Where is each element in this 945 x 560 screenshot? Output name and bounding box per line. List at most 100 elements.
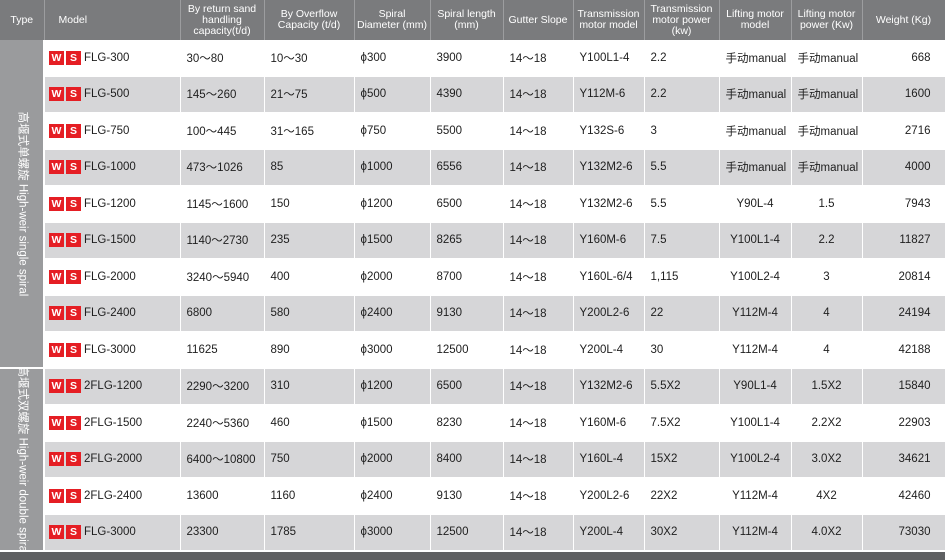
cell-overflow: 890 [264,331,355,369]
model-name: FLG-1000 [84,161,136,174]
model-name: 2FLG-2400 [84,489,143,502]
cell-lift-model: 手动manual [719,40,792,77]
logo-w: W [49,452,64,467]
cell-slope: 14～18 [503,112,574,150]
header-trans-model: Transmission motor model [573,0,645,40]
cell-weight: 11827 [862,222,945,259]
cell-lift-model: Y112M-4 [719,295,792,332]
model-cell: W S 2FLG-1200 [44,368,181,405]
cell-trans-model: Y132M2-6 [573,149,645,186]
model-name: FLG-3000 [84,526,136,539]
header-weight: Weight (Kg) [862,0,945,40]
cell-weight: 2716 [862,112,945,150]
table-row: W S FLG-3000 11625 890 ϕ3000 12500 14～18 Y200L-4… [0,331,945,369]
logo-s: S [66,342,81,357]
cell-capacity: 100～445 [180,112,265,150]
cell-trans-model: Y200L-4 [573,331,645,369]
logo-w: W [49,415,64,430]
logo-s: S [66,306,81,321]
cell-trans-model: Y100L1-4 [573,40,645,77]
cell-slope: 14～18 [503,368,574,405]
table-row: 高堰式双螺旋 High-weir double spiral W S 2FLG-120… [0,367,945,551]
cell-diameter: ϕ2000 [354,258,431,296]
cell-lift-power: 手动manual [791,40,863,77]
cell-capacity: 2290～3200 [180,368,265,405]
cell-weight: 24194 [862,295,945,332]
model-name: 2FLG-2000 [84,453,143,466]
cell-overflow: 310 [264,368,355,405]
cell-lift-power: 1.5 [791,185,863,223]
cell-overflow: 235 [264,222,355,259]
cell-length: 5500 [430,112,504,150]
cell-weight: 22903 [862,404,945,442]
header-model: Model [44,0,181,40]
cell-length: 9130 [430,295,504,332]
cell-trans-power: 1,115 [644,258,720,296]
cell-slope: 14～18 [503,295,574,332]
table-row: W S 2FLG-2000 6400～10800 750 ϕ2000 8400 14～18 Y1… [0,441,945,478]
cell-trans-model: Y160L-6/4 [573,258,645,296]
cell-capacity: 6400～10800 [180,441,265,478]
cell-lift-model: Y100L2-4 [719,258,792,296]
logo-w: W [49,87,64,102]
model-name: FLG-1500 [84,234,136,247]
cell-lift-power: 4 [791,295,863,332]
logo-w: W [49,488,64,503]
cell-lift-power: 手动manual [791,112,863,150]
table-row: W S FLG-1000 473～1026 85 ϕ1000 6556 14～18 Y132M2… [0,149,945,186]
cell-slope: 14～18 [503,514,574,551]
cell-trans-power: 30X2 [644,514,720,551]
cell-slope: 14～18 [503,76,574,113]
cell-lift-power: 3.0X2 [791,441,863,478]
cell-length: 8400 [430,441,504,478]
table-row: W S FLG-500 145～260 21～75 ϕ500 4390 14～18 Y112M-… [0,76,945,113]
cell-weight: 7943 [862,185,945,223]
cell-slope: 14～18 [503,149,574,186]
cell-trans-power: 30 [644,331,720,369]
cell-trans-power: 2.2 [644,40,720,77]
model-name: FLG-500 [84,88,130,101]
model-name: FLG-3000 [84,343,136,356]
cell-slope: 14～18 [503,40,574,77]
cell-weight: 42460 [862,477,945,515]
cell-diameter: ϕ1500 [354,222,431,259]
cell-lift-model: Y100L2-4 [719,441,792,478]
cell-capacity: 473～1026 [180,149,265,186]
cell-overflow: 85 [264,149,355,186]
cell-diameter: ϕ750 [354,112,431,150]
cell-trans-model: Y112M-6 [573,76,645,113]
cell-slope: 14～18 [503,404,574,442]
cell-length: 8265 [430,222,504,259]
cell-lift-power: 1.5X2 [791,368,863,405]
logo-s: S [66,50,81,65]
cell-diameter: ϕ2000 [354,441,431,478]
cell-diameter: ϕ1200 [354,185,431,223]
cell-trans-model: Y132S-6 [573,112,645,150]
cell-slope: 14～18 [503,477,574,515]
cell-lift-model: 手动manual [719,149,792,186]
cell-capacity: 3240～5940 [180,258,265,296]
cell-lift-model: Y90L1-4 [719,368,792,405]
table-row: 高堰式单螺旋 High-weir single spiral W S FLG-300 3… [0,40,945,369]
cell-trans-model: Y132M2-6 [573,185,645,223]
logo-s: S [66,415,81,430]
type-group-label: 高堰式双螺旋 High-weir double spiral [16,368,28,551]
logo-s: S [66,488,81,503]
cell-length: 8230 [430,404,504,442]
cell-weight: 1600 [862,76,945,113]
cell-overflow: 31～165 [264,112,355,150]
logo-w: W [49,525,64,540]
header-lift-model: Lifting motor model [719,0,792,40]
model-cell: W S FLG-1200 [44,185,181,223]
cell-lift-power: 2.2 [791,222,863,259]
logo-s: S [66,269,81,284]
model-name: FLG-2000 [84,270,136,283]
model-cell: W S FLG-500 [44,76,181,113]
cell-lift-power: 2.2X2 [791,404,863,442]
cell-capacity: 23300 [180,514,265,551]
cell-slope: 14～18 [503,331,574,369]
